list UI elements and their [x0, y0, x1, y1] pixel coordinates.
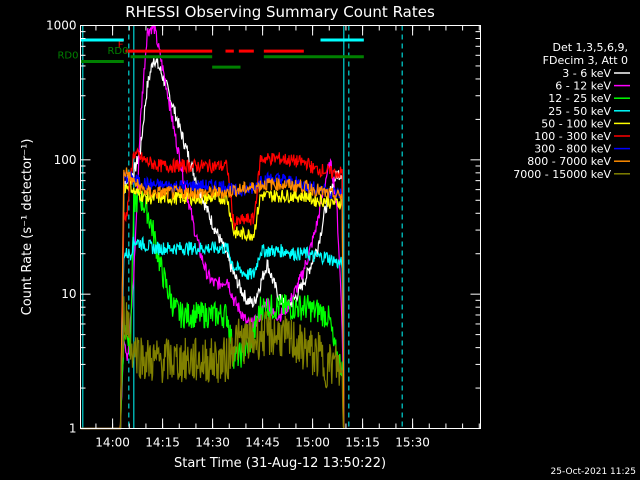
legend-entry-4: 50 - 100 keV — [541, 117, 611, 130]
legend-entry-6: 300 - 800 keV — [534, 143, 611, 156]
x-tick-label-4: 15:00 — [295, 436, 330, 450]
state-bar-label-3: RD0 — [107, 46, 128, 57]
x-tick-label-3: 14:45 — [245, 436, 280, 450]
y-tick-label-2: 100 — [54, 153, 77, 167]
series-line-7 — [80, 167, 345, 430]
series-line-1 — [80, 24, 345, 430]
legend-entry-7: 800 - 7000 keV — [527, 155, 611, 168]
series-line-5 — [80, 147, 345, 430]
legend-entry-8: 7000 - 15000 keV — [513, 168, 611, 181]
series-line-4 — [80, 179, 345, 430]
legend-header-line-1: Det 1,3,5,6,9, — [552, 41, 628, 54]
legend-entry-0: 3 - 6 keV — [562, 67, 611, 80]
legend-entry-3: 25 - 50 keV — [548, 105, 611, 118]
legend-entry-2: 12 - 25 keV — [548, 92, 611, 105]
x-tick-label-2: 14:30 — [195, 436, 230, 450]
plot-frame — [80, 25, 481, 429]
y-axis-label: Count Rate (s⁻¹ detector⁻¹) — [20, 139, 35, 316]
x-axis-label: Start Time (31-Aug-12 13:50:22) — [174, 456, 386, 471]
series-line-8 — [80, 296, 345, 430]
series-group — [80, 24, 345, 430]
generation-timestamp: 25-Oct-2021 11:25 — [551, 467, 636, 477]
series-line-0 — [80, 57, 345, 430]
axes-group: 1 10 100 1000 14:00 14:15 14:30 14:45 15:00 15:15… — [46, 19, 481, 450]
state-bar-label-0: F — [118, 40, 124, 51]
y-tick-label-0: 1 — [69, 422, 77, 436]
y-tick-label-3: 1000 — [46, 19, 77, 33]
chart-title: RHESSI Observing Summary Count Rates — [125, 3, 435, 21]
series-line-6 — [80, 170, 345, 430]
x-tick-label-1: 14:15 — [145, 436, 180, 450]
x-tick-label-6: 15:30 — [395, 436, 430, 450]
legend: Det 1,3,5,6,9, FDecim 3, Att 0 3 - 6 keV… — [513, 41, 630, 181]
x-tick-label-0: 14:00 — [95, 436, 130, 450]
legend-entry-5: 100 - 300 keV — [534, 130, 611, 143]
legend-entry-1: 6 - 12 keV — [555, 80, 611, 93]
series-line-3 — [80, 235, 345, 430]
state-bar-label-2: RD0 — [57, 50, 78, 61]
legend-header-line-2: FDecim 3, Att 0 — [543, 54, 628, 67]
y-tick-label-1: 10 — [61, 287, 76, 301]
x-tick-label-5: 15:15 — [345, 436, 380, 450]
